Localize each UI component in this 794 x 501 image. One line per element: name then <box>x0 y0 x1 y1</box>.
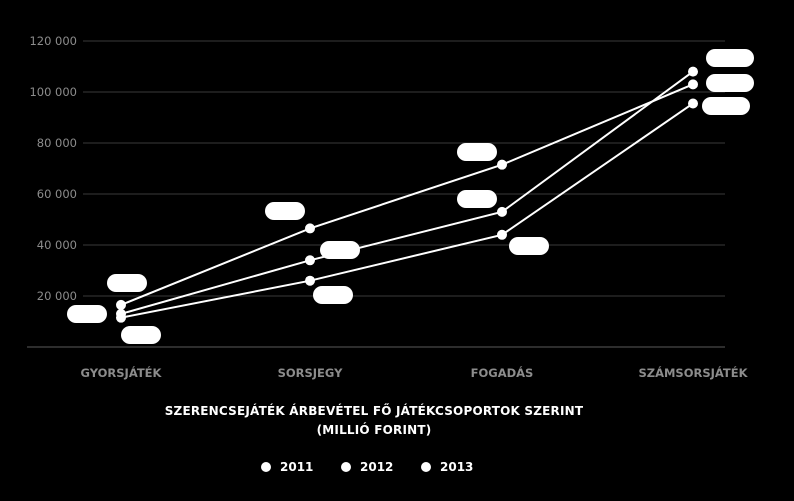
legend-marker <box>261 462 271 472</box>
legend-marker <box>421 462 431 472</box>
data-label-pills <box>67 49 754 344</box>
data-point <box>688 79 698 90</box>
data-point <box>688 66 698 77</box>
legend-item-2011: 2011 <box>261 460 313 474</box>
data-point <box>688 98 698 109</box>
data-point <box>497 159 507 170</box>
series-lines <box>120 70 694 319</box>
legend-item-2012: 2012 <box>341 460 393 474</box>
legend-item-2013: 2013 <box>421 460 473 474</box>
data-label-pill <box>265 202 305 220</box>
data-label-pill <box>107 274 147 292</box>
data-label-pill <box>457 190 497 208</box>
x-tick-label: FOGADÁS <box>471 365 534 380</box>
y-tick-label: 100 000 <box>29 85 77 99</box>
y-tick-label: 40 000 <box>37 238 77 252</box>
data-label-pill <box>313 286 353 304</box>
data-point <box>497 229 507 240</box>
data-label-pill <box>320 241 360 259</box>
data-point <box>305 223 315 234</box>
legend-label: 2011 <box>280 460 314 474</box>
data-point <box>305 255 315 266</box>
y-axis-ticks: 20 000 40 000 60 000 80 000 100 000 120 000 <box>29 34 77 303</box>
series-line-2013 <box>120 102 694 319</box>
line-chart: 20 000 40 000 60 000 80 000 100 000 120 000 G… <box>27 34 754 380</box>
data-label-pill <box>67 305 107 323</box>
chart-title: SZERENCSEJÁTÉK ÁRBEVÉTEL FŐ JÁTÉKCSOPORT… <box>164 404 584 418</box>
legend-label: 2013 <box>440 460 474 474</box>
data-label-pill <box>702 97 750 115</box>
data-label-pill <box>509 237 549 255</box>
y-tick-label: 20 000 <box>37 289 77 303</box>
data-point <box>116 299 126 310</box>
data-label-pill <box>121 326 161 344</box>
legend-label: 2012 <box>360 460 394 474</box>
data-point <box>116 312 126 323</box>
data-points <box>116 66 698 323</box>
data-point <box>305 275 315 286</box>
chart-subtitle: (MILLIÓ FORINT) <box>316 423 432 437</box>
x-tick-label: GYORSJÁTÉK <box>81 365 163 380</box>
x-axis-ticks: GYORSJÁTÉK SORSJEGY FOGADÁS SZÁMSORSJÁTÉK <box>81 365 749 380</box>
data-point <box>497 206 507 217</box>
series-line-2011 <box>120 83 694 306</box>
legend: 2011 2012 2013 <box>0 460 794 476</box>
series-line-2012 <box>120 70 694 315</box>
data-label-pill <box>706 49 754 67</box>
data-label-pill <box>457 143 497 161</box>
grid-lines <box>27 40 725 348</box>
y-tick-label: 120 000 <box>29 34 77 48</box>
data-label-pill <box>706 74 754 92</box>
legend-marker <box>341 462 351 472</box>
x-tick-label: SZÁMSORSJÁTÉK <box>638 365 748 380</box>
y-tick-label: 60 000 <box>37 187 77 201</box>
x-tick-label: SORSJEGY <box>278 366 344 380</box>
y-tick-label: 80 000 <box>37 136 77 150</box>
